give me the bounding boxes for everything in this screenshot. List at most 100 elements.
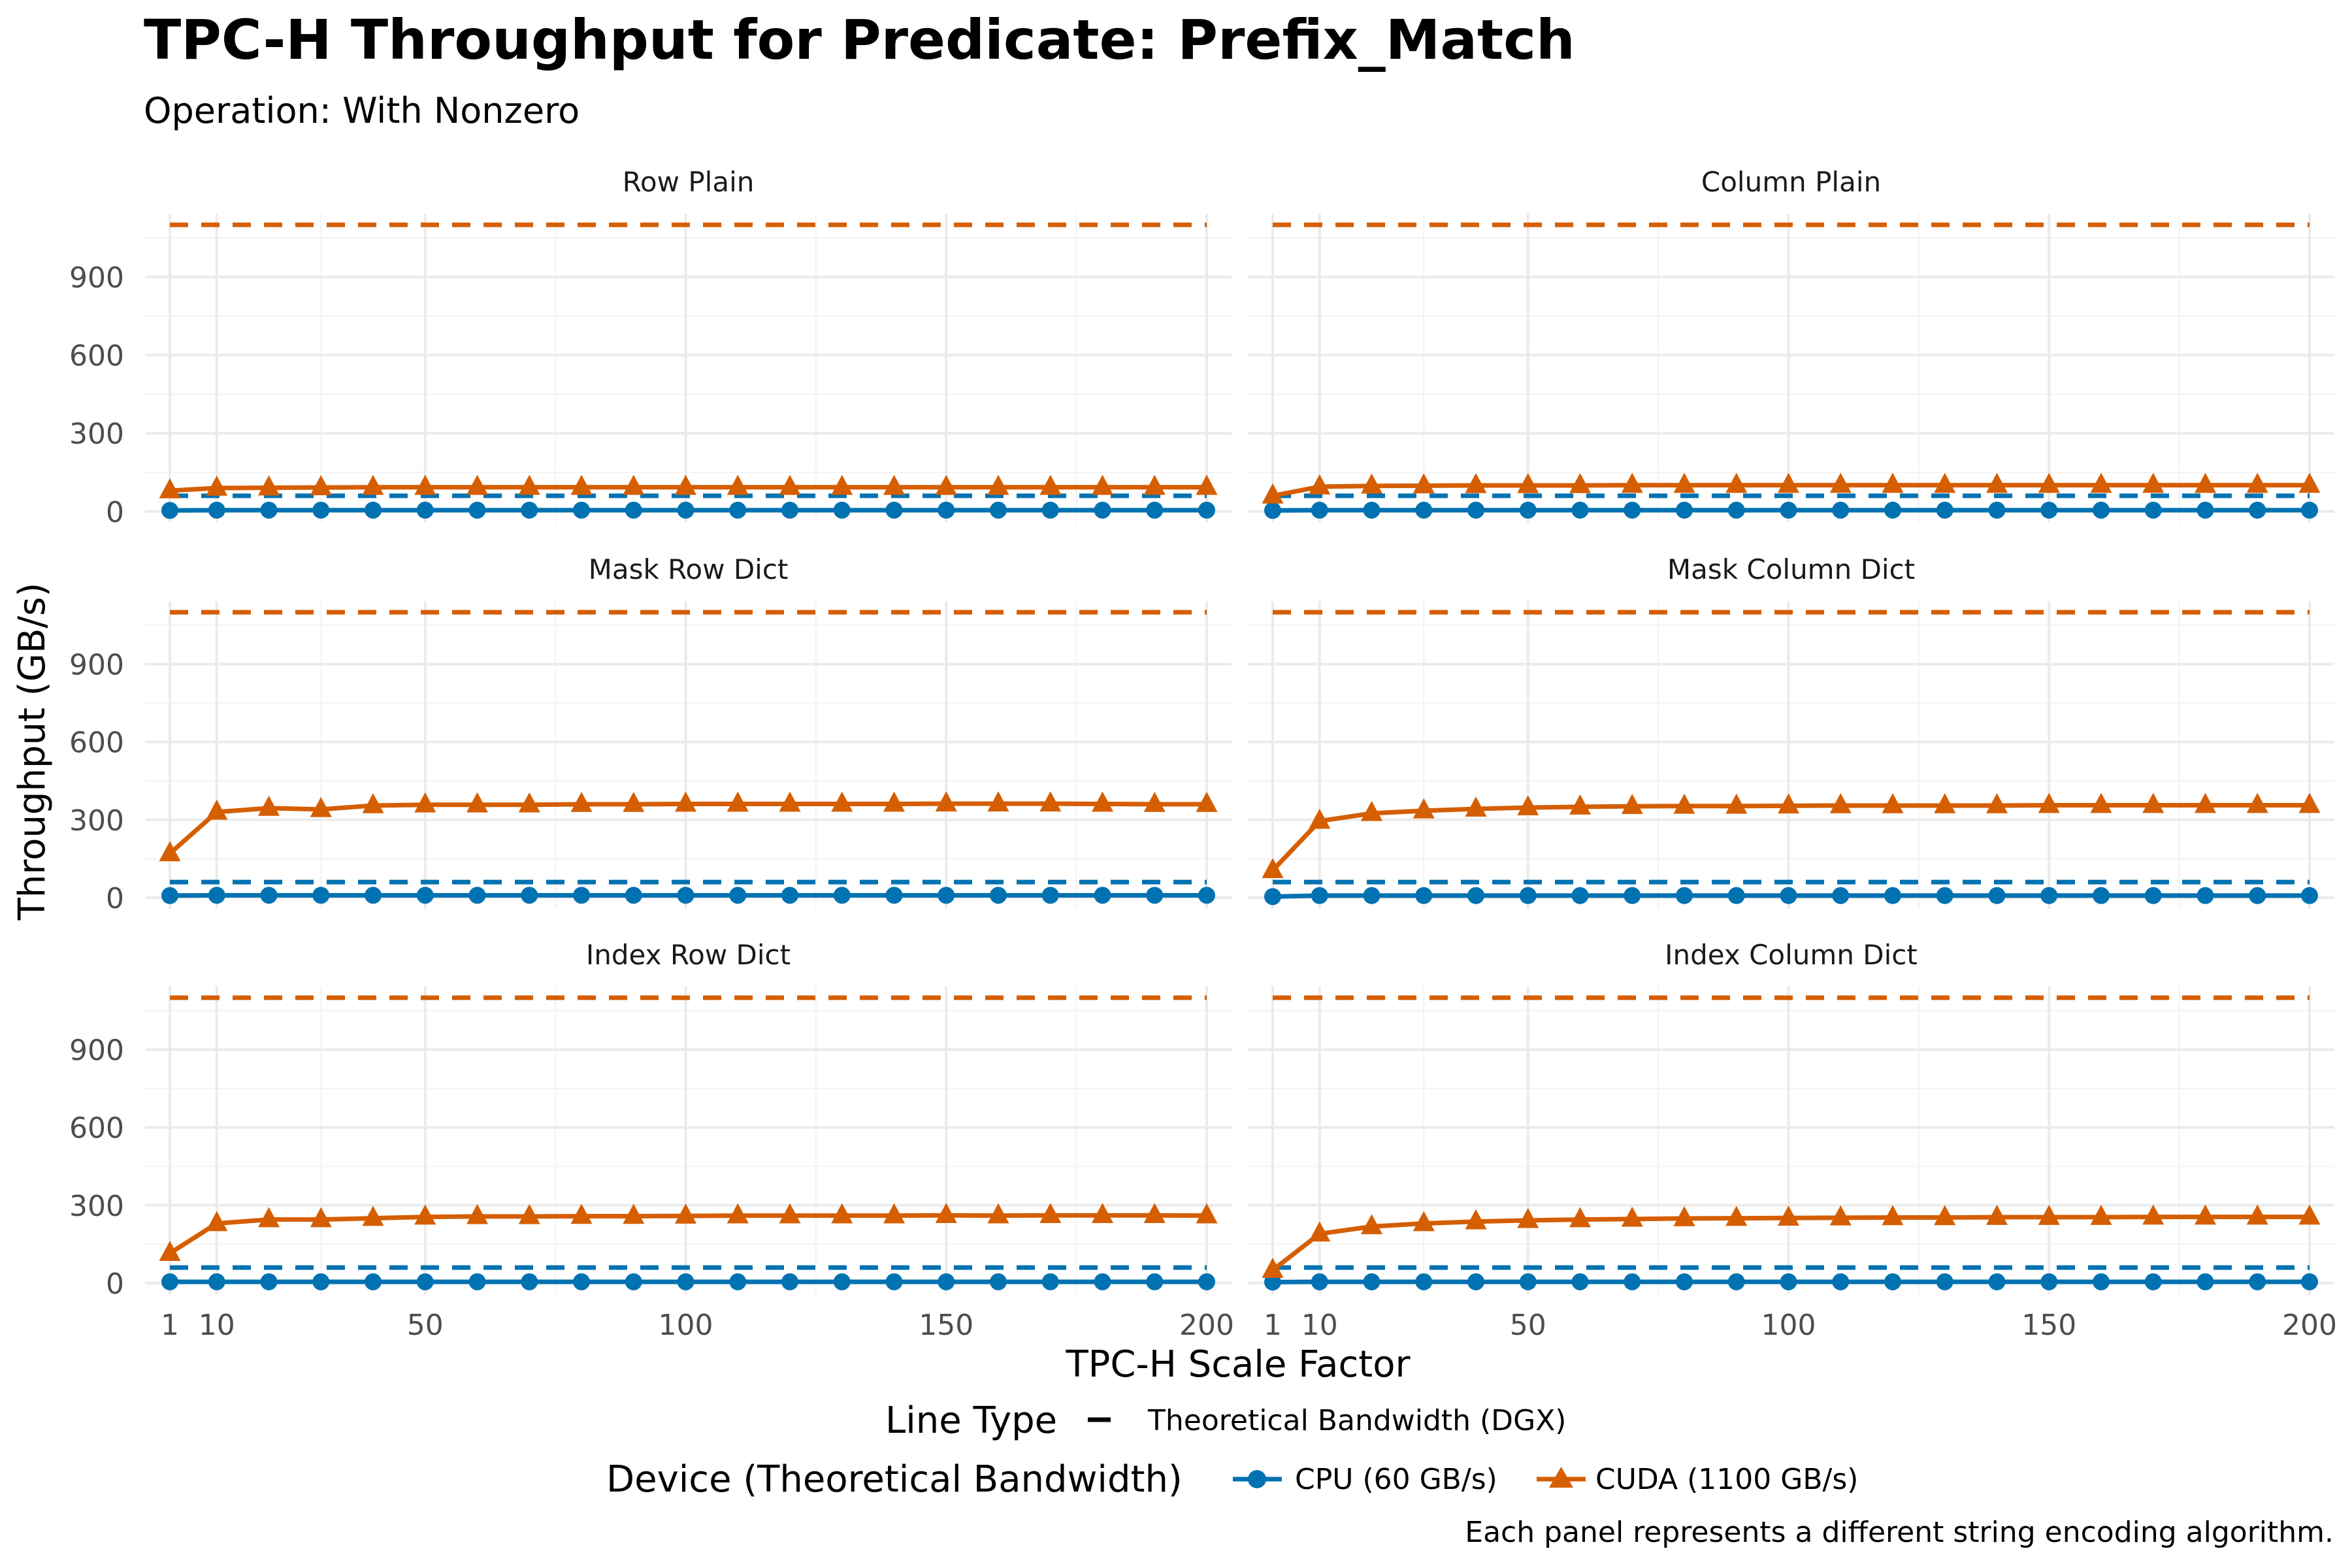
- data-point-cuda: [2038, 472, 2060, 493]
- data-point-cpu: [1041, 1273, 1059, 1290]
- x-tick-label: 200: [2282, 1309, 2337, 1342]
- data-point-cuda: [570, 474, 593, 495]
- data-point-cuda: [206, 799, 228, 820]
- data-point-cpu: [416, 887, 434, 904]
- data-point-cpu: [1041, 887, 1059, 904]
- data-point-cuda: [518, 1203, 540, 1224]
- data-point-cpu: [1727, 501, 1745, 519]
- data-point-cuda: [1621, 472, 1643, 493]
- data-point-cpu: [2040, 887, 2058, 904]
- data-point-cuda: [1465, 1209, 1487, 1230]
- data-point-cpu: [1094, 887, 1111, 904]
- data-point-cuda: [1262, 858, 1284, 879]
- data-point-cuda: [257, 1207, 280, 1228]
- data-point-cuda: [1829, 792, 1852, 813]
- data-point-cuda: [159, 841, 181, 862]
- data-point-cuda: [1569, 472, 1592, 493]
- panels: Row Plain 0 300 600 900 Column Plain Mask Row …: [69, 166, 2337, 1342]
- data-point-cuda: [414, 474, 436, 495]
- data-point-cuda: [466, 1203, 489, 1224]
- data-point-cuda: [570, 791, 593, 812]
- data-point-cpu: [885, 501, 903, 519]
- data-point-cpu: [1519, 887, 1537, 904]
- data-point-cpu: [1727, 887, 1745, 904]
- data-point-cpu: [2144, 1273, 2162, 1290]
- data-point-cpu: [990, 887, 1007, 904]
- data-point-cuda: [1413, 473, 1435, 494]
- data-point-cuda: [2298, 792, 2321, 813]
- data-point-cuda: [1517, 795, 1539, 815]
- data-point-cpu: [1467, 887, 1485, 904]
- x-tick-label: 10: [1301, 1309, 1338, 1342]
- data-point-cuda: [987, 791, 1009, 811]
- data-point-cpu: [573, 887, 591, 904]
- data-point-cpu: [1264, 502, 1281, 519]
- data-point-cpu: [1884, 887, 1902, 904]
- data-point-cpu: [885, 887, 903, 904]
- data-point-cpu: [1988, 887, 2006, 904]
- data-point-cpu: [833, 501, 851, 519]
- data-point-cuda: [1673, 1206, 1695, 1226]
- data-point-cuda: [674, 1203, 697, 1224]
- data-point-cuda: [206, 475, 228, 496]
- data-point-cuda: [1882, 792, 1904, 813]
- data-point-cpu: [2197, 887, 2214, 904]
- x-tick-label: 1: [161, 1309, 179, 1342]
- data-point-cpu: [2144, 501, 2162, 519]
- y-tick-label: 300: [69, 417, 124, 451]
- data-point-cuda: [2298, 472, 2321, 493]
- data-point-cpu: [2093, 1273, 2110, 1290]
- data-point-cpu: [1363, 887, 1380, 904]
- legend-key-cpu: [1233, 1470, 1282, 1488]
- data-point-cuda: [1143, 474, 1166, 495]
- data-point-cpu: [260, 1273, 278, 1290]
- data-point-cpu: [833, 1273, 851, 1290]
- data-point-cpu: [729, 501, 747, 519]
- panel-title-row-plain: Row Plain: [623, 166, 755, 198]
- data-point-cpu: [885, 1273, 903, 1290]
- panel-column-plain: Column Plain: [1248, 166, 2334, 523]
- data-point-cpu: [1363, 501, 1380, 519]
- panel-title-mask-column-dict: Mask Column Dict: [1667, 553, 1915, 585]
- data-point-cpu: [781, 501, 799, 519]
- data-point-cpu: [1415, 501, 1433, 519]
- y-tick-label: 600: [69, 727, 124, 760]
- data-point-cpu: [1988, 501, 2006, 519]
- data-point-cuda: [1360, 473, 1383, 494]
- data-point-cpu: [1832, 1273, 1850, 1290]
- y-tick-label: 900: [69, 1034, 124, 1068]
- data-point-cuda: [2142, 472, 2164, 493]
- data-point-cpu: [2197, 501, 2214, 519]
- data-point-cuda: [2090, 472, 2112, 493]
- data-point-cuda: [2142, 1204, 2164, 1225]
- data-point-cpu: [990, 501, 1007, 519]
- panel-index-column-dict: Index Column Dict 1 10 50 100 150 200: [1248, 939, 2337, 1342]
- data-point-cpu: [1094, 1273, 1111, 1290]
- y-tick-label: 0: [106, 496, 124, 529]
- data-point-cpu: [1571, 1273, 1589, 1290]
- data-point-cpu: [1146, 1273, 1164, 1290]
- x-tick-label: 150: [2021, 1309, 2076, 1342]
- data-point-cuda: [159, 1241, 181, 1262]
- panel-mask-row-dict: Mask Row Dict 0 300 600 900: [69, 553, 1232, 915]
- data-point-cuda: [362, 474, 384, 495]
- data-point-cpu: [1519, 501, 1537, 519]
- x-tick-label: 150: [919, 1309, 973, 1342]
- data-point-cuda: [1934, 1205, 1956, 1226]
- data-point-cuda: [1309, 1221, 1331, 1242]
- data-point-cpu: [2093, 501, 2110, 519]
- data-point-cuda: [466, 474, 489, 495]
- data-point-cpu: [1146, 887, 1164, 904]
- data-point-cuda: [1309, 808, 1331, 829]
- data-point-cuda: [1413, 798, 1435, 819]
- x-tick-label: 100: [659, 1309, 713, 1342]
- data-point-cuda: [2246, 1204, 2268, 1225]
- data-point-cpu: [1624, 887, 1641, 904]
- legend-key-cuda: [1537, 1467, 1586, 1488]
- data-point-cpu: [1094, 501, 1111, 519]
- data-point-cpu: [468, 501, 486, 519]
- data-point-cuda: [883, 474, 906, 495]
- data-point-cpu: [1936, 1273, 1953, 1290]
- data-point-cuda: [779, 1203, 801, 1224]
- data-point-cpu: [1415, 1273, 1433, 1290]
